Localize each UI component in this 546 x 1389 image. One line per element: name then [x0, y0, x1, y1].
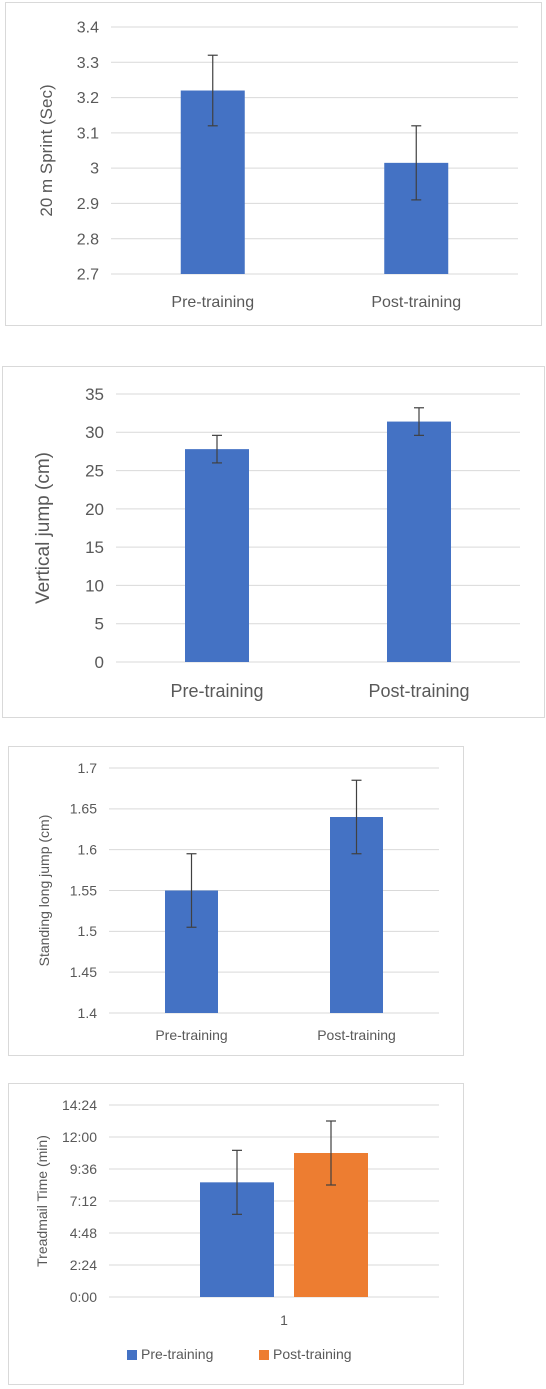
y-tick-label: 3.1 [77, 125, 99, 142]
y-axis-label: Standing long jump (cm) [36, 815, 52, 967]
y-tick-label: 25 [85, 462, 104, 481]
bar [185, 449, 249, 662]
y-tick-label: 1.7 [78, 760, 98, 776]
y-tick-label: 1.65 [70, 801, 97, 817]
legend-label: Post-training [273, 1346, 352, 1362]
y-tick-label: 9:36 [70, 1161, 97, 1177]
y-tick-label: 2.9 [77, 196, 99, 213]
y-axis-label: 20 m Sprint (Sec) [37, 84, 56, 216]
x-category-label: Pre-training [171, 294, 254, 311]
chart-panel-treadmill: 0:00 2:24 4:48 7:12 9:36 12:00 14:24 Treadmail … [8, 1083, 464, 1385]
bar [387, 421, 451, 662]
y-tick-label: 3.3 [77, 55, 99, 72]
y-tick-label: 5 [95, 615, 104, 634]
y-tick-label: 7:12 [70, 1193, 97, 1209]
y-tick-label: 2.8 [77, 231, 99, 248]
y-tick-label: 2.7 [77, 267, 99, 284]
y-axis-label: Vertical jump (cm) [33, 452, 54, 604]
chart-panel-long-jump: 1.4 1.45 1.5 1.55 1.6 1.65 1.7 Standing long ju… [8, 746, 464, 1056]
chart-panel-vertical-jump: 0 5 10 15 20 25 30 35 Vertical jump (cm) Pre-trai… [2, 366, 545, 718]
y-tick-label: 15 [85, 538, 104, 557]
y-tick-label: 3.2 [77, 90, 99, 107]
y-tick-label: 4:48 [70, 1225, 97, 1241]
legend-label: Pre-training [141, 1346, 213, 1362]
y-tick-label: 1.5 [78, 923, 98, 939]
chart-panel-sprint: 2.7 2.8 2.9 3 3.1 3.2 3.3 3.4 20 m Sprint (Sec) P… [5, 2, 542, 326]
legend-swatch [127, 1350, 137, 1360]
treadmill-chart: 0:00 2:24 4:48 7:12 9:36 12:00 14:24 Treadmail … [34, 1097, 439, 1362]
y-tick-label: 10 [85, 576, 104, 595]
sprint-chart: 2.7 2.8 2.9 3 3.1 3.2 3.3 3.4 20 m Sprint (Sec) P… [37, 20, 518, 311]
legend-swatch [259, 1350, 269, 1360]
x-category-label: Post-training [368, 681, 469, 701]
y-tick-label: 35 [85, 385, 104, 404]
y-tick-label: 30 [85, 423, 104, 442]
vertical-jump-chart: 0 5 10 15 20 25 30 35 Vertical jump (cm) Pre-trai… [33, 385, 520, 701]
y-tick-label: 20 [85, 500, 104, 519]
x-category-label: Post-training [371, 294, 461, 311]
y-tick-label: 3 [90, 161, 99, 178]
y-tick-label: 1.45 [70, 964, 97, 980]
y-tick-label: 3.4 [77, 20, 99, 37]
long-jump-chart: 1.4 1.45 1.5 1.55 1.6 1.65 1.7 Standing long ju… [36, 760, 439, 1043]
x-category-label: Pre-training [155, 1027, 227, 1043]
y-tick-label: 12:00 [62, 1129, 97, 1145]
x-category-label: Pre-training [170, 681, 263, 701]
y-tick-label: 1.4 [78, 1005, 98, 1021]
y-tick-label: 0:00 [70, 1289, 97, 1305]
y-tick-label: 2:24 [70, 1257, 97, 1273]
y-tick-label: 1.55 [70, 882, 97, 898]
x-category-label: 1 [280, 1312, 288, 1328]
x-category-label: Post-training [317, 1027, 396, 1043]
y-tick-label: 1.6 [78, 842, 98, 858]
y-tick-label: 0 [95, 653, 104, 672]
y-tick-label: 14:24 [62, 1097, 97, 1113]
y-axis-label: Treadmail Time (min) [34, 1135, 50, 1267]
